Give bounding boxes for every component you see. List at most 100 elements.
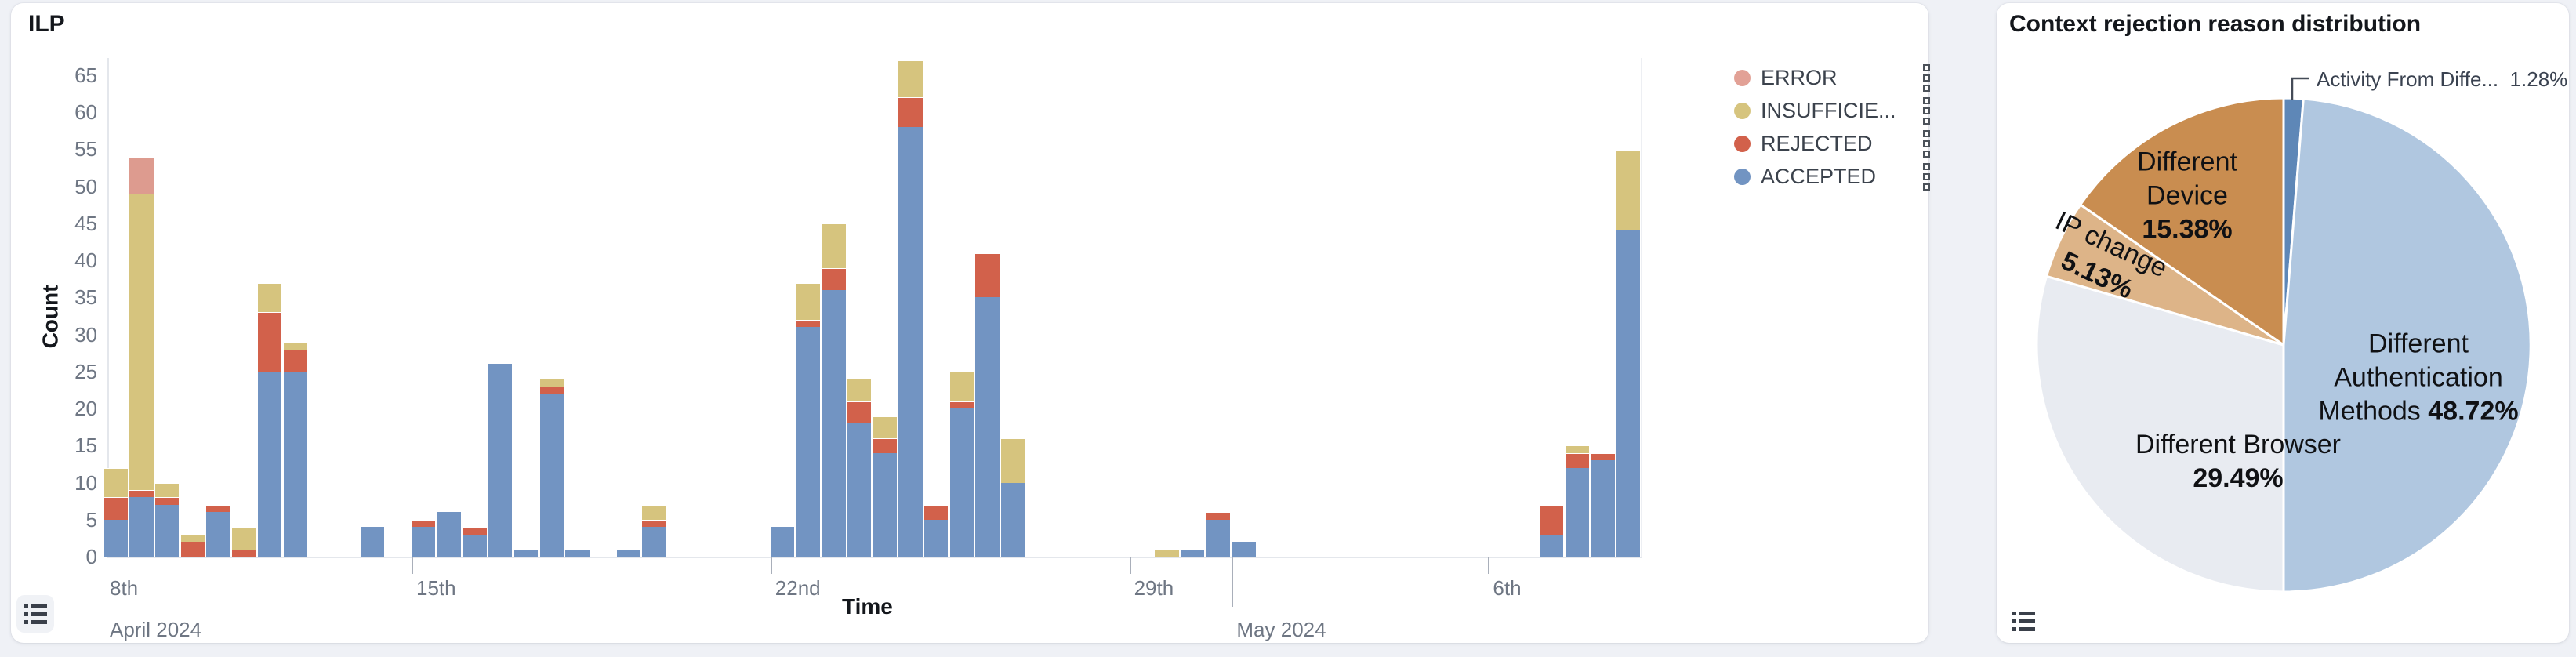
bar-segment-rejected [103, 497, 128, 520]
bar-segment-rejected [129, 490, 154, 498]
bar-segment-accepted [103, 519, 128, 557]
bar-apr-14-am[interactable] [360, 527, 384, 557]
menu-square [1923, 183, 1930, 191]
bar-apr-16-am[interactable] [463, 527, 487, 557]
bar-apr-29-pm[interactable] [1155, 549, 1179, 557]
legend-item-error[interactable]: ERROR [1734, 61, 1935, 94]
bar-may-8-pm[interactable] [1616, 149, 1641, 557]
bar-segment-rejected [232, 549, 256, 557]
legend-item-accepted[interactable]: ACCEPTED [1734, 160, 1935, 193]
bar-apr-22-pm[interactable] [796, 282, 820, 557]
more-menu-icon[interactable] [1923, 129, 1930, 158]
bar-segment-insufficient [1001, 437, 1025, 483]
bar-segment-rejected [463, 527, 487, 535]
bar-segment-rejected [412, 519, 436, 528]
x-axis-tick [770, 557, 772, 574]
menu-square [1923, 96, 1930, 104]
bar-segment-accepted [616, 549, 640, 557]
x-tick-label: May 2024 [1236, 618, 1326, 641]
bar-apr-16-pm[interactable] [488, 364, 513, 557]
list-icon [24, 604, 47, 624]
bar-apr-10-am[interactable] [155, 482, 180, 557]
more-menu-icon[interactable] [1923, 162, 1930, 191]
y-axis-title: Count [38, 285, 63, 349]
bar-apr-26-pm[interactable] [1001, 437, 1025, 557]
menu-square [1923, 140, 1930, 147]
x-tick-label: 15th [416, 576, 456, 600]
bar-segment-accepted [1616, 230, 1641, 557]
bar-segment-accepted [1001, 482, 1025, 557]
bar-segment-rejected [796, 319, 820, 328]
bar-apr-12-pm[interactable] [283, 342, 307, 557]
bar-segment-accepted [412, 527, 436, 557]
bar-apr-24-am[interactable] [873, 416, 897, 557]
more-menu-icon[interactable] [1923, 96, 1930, 125]
bar-apr-24-pm[interactable] [898, 60, 923, 557]
pie-slice-different-device[interactable] [2079, 96, 2285, 347]
x-tick-label: 8th [110, 576, 139, 600]
bar-segment-insufficient [873, 416, 897, 438]
bar-apr-10-pm[interactable] [180, 534, 205, 557]
y-tick-label: 25 [74, 359, 97, 383]
legend-dot-icon [1734, 168, 1751, 185]
bar-apr-23-am[interactable] [822, 223, 846, 557]
bar-segment-accepted [565, 549, 590, 557]
data-view-button[interactable] [2011, 609, 2036, 633]
bar-segment-rejected [847, 401, 872, 423]
plot-right-border [1641, 58, 1642, 557]
bar-segment-rejected [642, 519, 666, 528]
menu-square [1923, 150, 1930, 158]
bar-apr-9-pm[interactable] [129, 156, 154, 557]
bar-apr-19-pm[interactable] [642, 504, 666, 557]
legend-label: ACCEPTED [1761, 164, 1877, 188]
y-tick-label: 60 [74, 100, 97, 125]
bar-apr-15-pm[interactable] [437, 512, 462, 557]
bar-apr-11-am[interactable] [206, 504, 230, 557]
data-view-button[interactable] [16, 595, 54, 633]
bar-segment-accepted [975, 297, 1000, 557]
x-tick-sublabel: April 2024 [110, 618, 202, 641]
bar-apr-22-am[interactable] [770, 527, 795, 557]
bar-apr-25-pm[interactable] [949, 371, 974, 557]
bar-may-7-am[interactable] [1539, 504, 1564, 557]
bar-apr-25-am[interactable] [924, 504, 949, 557]
bar-segment-accepted [1181, 549, 1205, 557]
bar-segment-accepted [822, 289, 846, 557]
bar-apr-17-pm[interactable] [539, 379, 564, 557]
bar-apr-23-pm[interactable] [847, 379, 872, 557]
bar-segment-accepted [1206, 519, 1231, 557]
bar-may-7-pm[interactable] [1565, 445, 1589, 557]
bar-apr-9-am[interactable] [103, 467, 128, 557]
bar-segment-accepted [257, 371, 282, 557]
bar-segment-rejected [975, 252, 1000, 298]
bar-may-1-am[interactable] [1232, 542, 1256, 557]
bar-apr-30-pm[interactable] [1206, 512, 1231, 557]
bar-apr-19-am[interactable] [616, 549, 640, 557]
pie-slice-different-browser[interactable] [2035, 274, 2285, 593]
y-tick-label: 50 [74, 174, 97, 198]
y-tick-label: 45 [74, 211, 97, 235]
y-tick-label: 40 [74, 249, 97, 273]
bar-apr-12-am[interactable] [257, 282, 282, 557]
more-menu-icon[interactable] [1923, 64, 1930, 92]
bar-may-8-am[interactable] [1591, 452, 1615, 557]
bar-segment-insufficient [283, 342, 307, 350]
legend-item-insufficie[interactable]: INSUFFICIE... [1734, 94, 1935, 127]
bar-apr-15-am[interactable] [412, 519, 436, 557]
y-tick-label: 30 [74, 322, 97, 347]
bar-apr-18-am[interactable] [565, 549, 590, 557]
pie-slice-different-authentication-methods[interactable] [2282, 97, 2532, 593]
bar-apr-11-pm[interactable] [232, 527, 256, 557]
bar-segment-accepted [770, 527, 795, 557]
bar-apr-17-am[interactable] [513, 549, 539, 557]
pie-label-different-device: Different Device 15.38% [2137, 147, 2237, 245]
pie-callout-label: Activity From Diffe... 1.28% [2317, 67, 2568, 91]
pie-label-different-browser: Different Browser 29.49% [2135, 430, 2342, 493]
bar-apr-30-am[interactable] [1181, 549, 1205, 557]
bar-segment-insufficient [539, 379, 564, 387]
bar-apr-26-am[interactable] [975, 252, 1000, 557]
legend-item-rejected[interactable]: REJECTED [1734, 127, 1935, 160]
y-tick-label: 10 [74, 470, 97, 495]
x-axis-line [107, 557, 1642, 558]
